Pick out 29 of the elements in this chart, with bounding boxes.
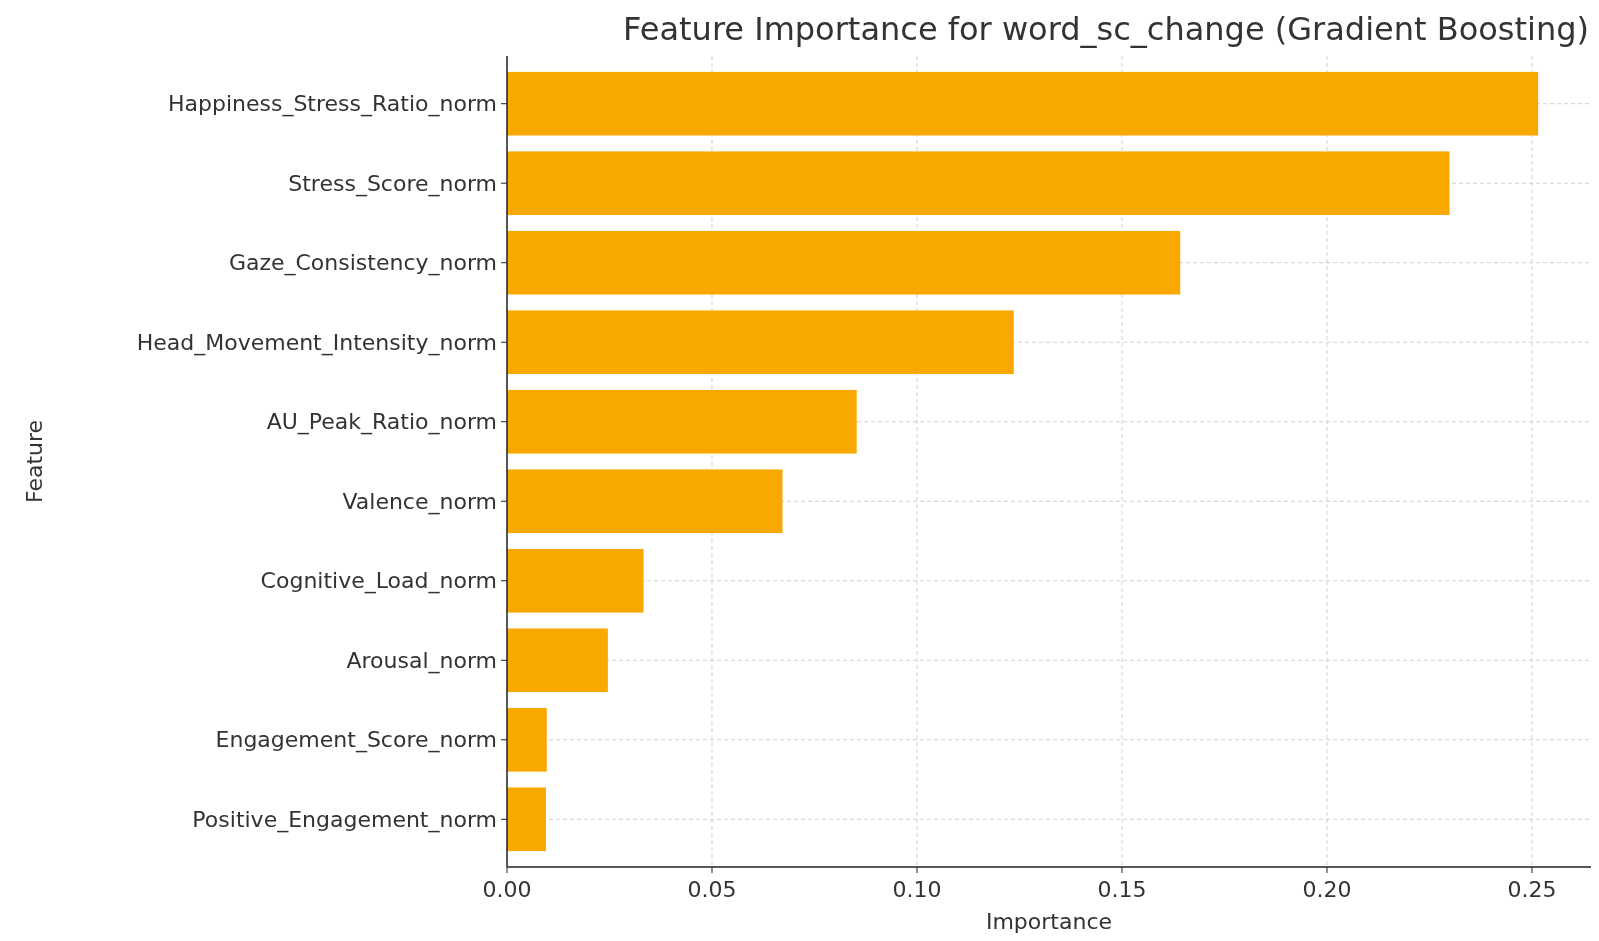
- y-tick-label: Positive_Engagement_norm: [192, 806, 497, 833]
- bar: [507, 310, 1014, 375]
- bar: [507, 628, 608, 693]
- y-tick-label: Valence_norm: [342, 488, 497, 515]
- bar: [507, 151, 1450, 216]
- bar: [507, 787, 546, 852]
- y-tick-label: AU_Peak_Ratio_norm: [266, 409, 497, 436]
- bar: [507, 230, 1181, 295]
- x-tick-label: 0.20: [1302, 877, 1352, 902]
- y-axis-title: Feature: [22, 419, 47, 504]
- bar: [507, 469, 783, 534]
- y-tick-label: Cognitive_Load_norm: [260, 568, 497, 595]
- x-tick-label: 0.00: [482, 877, 532, 902]
- bar: [507, 548, 644, 613]
- y-tick-label: Engagement_Score_norm: [215, 727, 497, 754]
- x-tick-label: 0.15: [1097, 877, 1147, 902]
- bar: [507, 389, 857, 454]
- x-tick-label: 0.05: [687, 877, 737, 902]
- y-tick-label: Arousal_norm: [346, 647, 497, 674]
- y-tick-label: Gaze_Consistency_norm: [228, 250, 497, 277]
- y-tick-label: Stress_Score_norm: [288, 170, 497, 197]
- x-axis-title: Importance: [985, 909, 1113, 934]
- y-tick-label: Happiness_Stress_Ratio_norm: [167, 91, 497, 118]
- bar: [507, 707, 547, 772]
- x-tick-label: 0.25: [1507, 877, 1557, 902]
- y-tick-label: Head_Movement_Intensity_norm: [136, 329, 497, 356]
- x-tick-label: 0.10: [892, 877, 942, 902]
- chart-title: Feature Importance for word_sc_change (Gradient Boosting): [623, 10, 1589, 48]
- bar: [507, 71, 1539, 136]
